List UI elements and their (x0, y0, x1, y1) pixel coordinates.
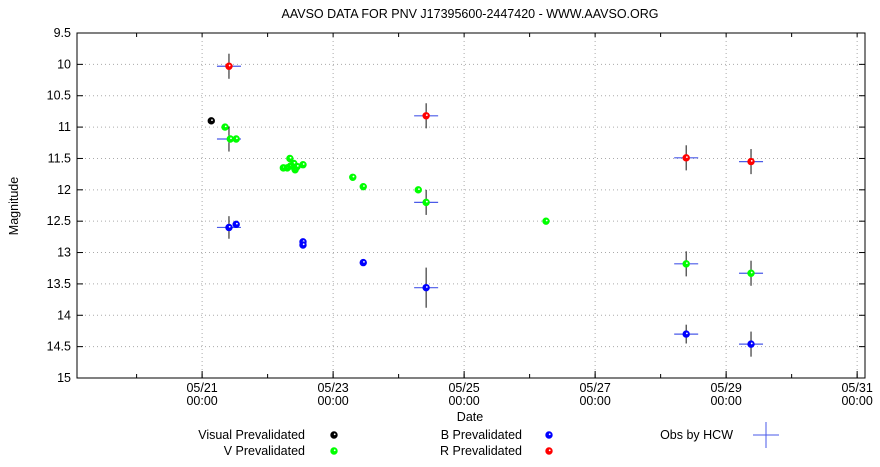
data-point (232, 220, 240, 229)
x-tick-label: 00:00 (841, 394, 872, 408)
legend-label: V Prevalidated (224, 444, 305, 458)
data-point (747, 340, 755, 348)
data-point (359, 258, 367, 267)
data-point-highlight (235, 137, 238, 140)
data-point (286, 154, 294, 163)
data-point-highlight (293, 161, 296, 164)
legend-marker (545, 447, 553, 455)
y-tick-label: 10 (57, 57, 71, 71)
legend-marker-highlight (548, 433, 551, 436)
x-tick-label: 05/23 (317, 381, 348, 395)
data-point-highlight (363, 260, 365, 263)
data-point-highlight (418, 188, 420, 191)
data-point (225, 62, 233, 70)
x-tick-label: 05/25 (448, 381, 479, 395)
data-point (422, 112, 430, 120)
chart-title: AAVSO DATA FOR PNV J17395600-2447420 - W… (282, 7, 659, 21)
data-point (349, 173, 357, 181)
y-tick-label: 14.5 (47, 340, 71, 354)
x-tick-label: 00:00 (710, 394, 741, 408)
legend-marker-highlight (548, 449, 551, 452)
y-tick-label: 12.5 (47, 214, 71, 228)
legend-label: B Prevalidated (441, 428, 522, 442)
x-tick-label: 00:00 (186, 394, 217, 408)
y-tick-label: 9.5 (54, 26, 71, 40)
y-tick-label: 13.5 (47, 277, 71, 291)
data-point-highlight (302, 243, 305, 246)
data-point (422, 283, 430, 292)
data-point (207, 117, 215, 125)
data-point (221, 123, 229, 131)
data-point (747, 269, 755, 277)
data-point-highlight (685, 156, 688, 159)
data-point-highlight (750, 159, 753, 162)
legend-marker-highlight (333, 433, 336, 436)
data-point-highlight (363, 185, 365, 187)
series-r-prevalidated (225, 62, 755, 166)
data-point (359, 182, 367, 191)
data-point (682, 260, 690, 268)
x-tick-label: 05/31 (841, 381, 872, 395)
data-point-highlight (545, 219, 548, 222)
data-point-highlight (352, 175, 355, 178)
data-point (225, 223, 233, 232)
x-tick-label: 00:00 (448, 394, 479, 408)
data-point-highlight (211, 119, 213, 122)
y-tick-label: 11.5 (48, 151, 71, 165)
data-point-highlight (685, 262, 688, 265)
data-point-highlight (750, 342, 753, 345)
series-obs-by-hcw (216, 53, 764, 357)
data-point-highlight (425, 114, 428, 116)
legend-marker-highlight (333, 449, 336, 452)
data-point-highlight (425, 200, 428, 203)
data-point-highlight (228, 225, 231, 228)
data-point-highlight (685, 332, 688, 335)
data-point (682, 154, 690, 162)
x-axis-label: Date (457, 410, 483, 424)
data-point (232, 135, 240, 143)
y-tick-label: 13 (57, 246, 71, 260)
y-tick-label: 11 (58, 120, 71, 134)
legend-label: Obs by HCW (660, 428, 733, 442)
data-point (299, 241, 307, 249)
plot-frame (76, 32, 866, 379)
x-tick-label: 05/21 (186, 381, 217, 395)
legend-marker (330, 431, 338, 439)
data-point-highlight (228, 64, 231, 67)
data-point (414, 186, 422, 194)
data-point-highlight (235, 222, 238, 225)
series-v-prevalidated (221, 123, 755, 277)
legend-marker (330, 447, 338, 455)
y-tick-label: 15 (57, 371, 71, 385)
data-point-highlight (750, 271, 753, 274)
data-point (299, 161, 307, 169)
data-point-highlight (302, 163, 305, 165)
legend-marker (545, 431, 553, 439)
x-tick-label: 00:00 (317, 394, 348, 408)
data-point (682, 330, 690, 338)
data-point (542, 217, 550, 225)
y-tick-label: 10.5 (47, 89, 71, 103)
legend-label: R Prevalidated (440, 444, 522, 458)
data-point-highlight (425, 286, 428, 288)
data-point-highlight (296, 165, 299, 167)
data-point (422, 198, 430, 207)
data-point-highlight (289, 156, 292, 159)
y-axis-label: Magnitude (7, 177, 21, 235)
x-tick-label: 05/29 (710, 381, 741, 395)
x-tick-label: 00:00 (579, 394, 610, 408)
series-visual-prevalidated (207, 117, 215, 125)
series-b-prevalidated (225, 220, 755, 348)
legend-label: Visual Prevalidated (198, 428, 305, 442)
data-point-highlight (224, 125, 227, 128)
x-tick-label: 05/27 (579, 381, 610, 395)
data-point-highlight (230, 137, 232, 140)
data-point (747, 157, 755, 166)
y-tick-label: 12 (57, 183, 71, 197)
y-tick-label: 14 (57, 308, 71, 322)
